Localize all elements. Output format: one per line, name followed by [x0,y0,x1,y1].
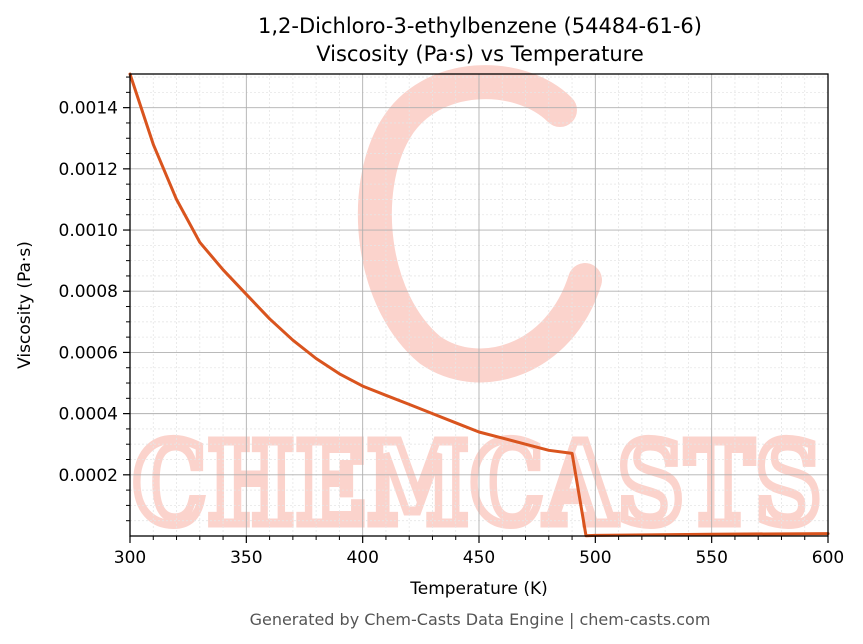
x-tick-label: 350 [230,548,262,568]
x-tick-label: 400 [346,548,378,568]
y-tick-label: 0.0006 [59,343,118,363]
y-tick-label: 0.0014 [59,99,118,119]
series-line [128,72,830,538]
chart-title: 1,2-Dichloro-3-ethylbenzene (54484-61-6) [258,14,702,38]
watermark: CHEMCASTS [129,65,826,555]
y-tick-label: 0.0004 [59,405,118,425]
chart-subtitle: Viscosity (Pa·s) vs Temperature [316,42,644,66]
x-axis-ticks: 300 350 400 450 500 550 600 [114,536,844,568]
x-tick-label: 450 [463,548,495,568]
x-tick-label: 300 [114,548,146,568]
watermark-swirl [357,65,602,383]
y-tick-label: 0.0010 [59,221,118,241]
y-tick-label: 0.0012 [59,160,118,180]
x-tick-label: 600 [812,548,844,568]
y-axis-label: Viscosity (Pa·s) [15,241,35,369]
y-tick-label: 0.0008 [59,282,118,302]
x-axis-label: Temperature (K) [409,579,548,599]
y-tick-label: 0.0002 [59,466,118,486]
y-axis-ticks: 0.0002 0.0004 0.0006 0.0008 0.0010 0.0012 0.00… [59,76,130,522]
x-tick-label: 500 [579,548,611,568]
x-tick-label: 550 [695,548,727,568]
watermark-text: CHEMCASTS [133,419,823,550]
footer-credit: Generated by Chem-Casts Data Engine | ch… [250,610,711,629]
